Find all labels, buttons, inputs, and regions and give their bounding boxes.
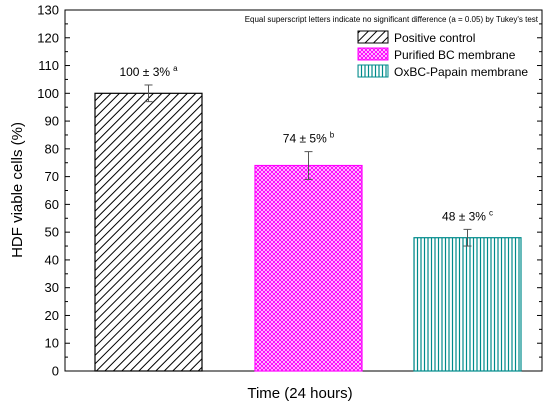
y-tick-label: 30: [45, 280, 59, 295]
bar-3: [413, 237, 522, 372]
y-axis-title: HDF viable cells (%): [9, 122, 26, 258]
bar-data-labels: 100 ± 3% a 74 ± 5% b 48 ± 3% c: [119, 64, 493, 223]
legend: Positive control Purified BC membrane OxBC…: [357, 30, 528, 79]
y-tick-label: 20: [45, 308, 59, 323]
x-axis-title: Time (24 hours): [247, 385, 352, 402]
y-tick-label: 90: [45, 114, 59, 129]
bar-label-3: 48 ± 3% c: [442, 208, 493, 223]
bars: [94, 92, 522, 372]
y-tick-label: 120: [37, 30, 59, 45]
y-tick-label: 0: [52, 364, 59, 379]
y-tick-label: 80: [45, 141, 59, 156]
y-tick-label: 100: [37, 86, 59, 101]
y-tick-label: 60: [45, 197, 59, 212]
bar-label-2: 74 ± 5% b: [283, 131, 335, 146]
legend-label-3: OxBC-Papain membrane: [394, 65, 528, 79]
legend-label-1: Positive control: [394, 31, 475, 45]
bar-label-1: 100 ± 3% a: [119, 64, 178, 79]
y-tick-label: 110: [38, 58, 59, 73]
y-tick-label: 40: [45, 252, 59, 267]
legend-swatch-2: [357, 47, 389, 61]
y-tick-label: 130: [37, 3, 59, 18]
y-tick-label: 10: [45, 336, 59, 351]
y-tick-label: 50: [45, 225, 59, 240]
y-axis-ticks: 0 10 20 30 40 50 60 70 80 90 100 110 120 130: [37, 3, 542, 379]
legend-swatch-3: [357, 64, 389, 78]
y-tick-label: 70: [45, 169, 59, 184]
error-bars: [144, 84, 472, 247]
bar-2: [254, 164, 363, 372]
legend-label-2: Purified BC membrane: [394, 48, 516, 62]
significance-note: Equal superscript letters indicate no si…: [245, 15, 539, 24]
legend-swatch-1: [357, 30, 389, 44]
bar-1: [94, 92, 203, 372]
